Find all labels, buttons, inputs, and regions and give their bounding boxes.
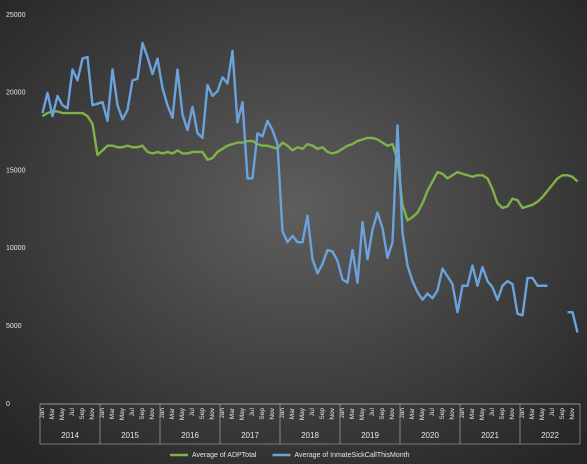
x-tick-label: Mar — [409, 407, 416, 419]
x-tick-label: Jul — [129, 407, 136, 416]
year-label: 2016 — [181, 431, 199, 440]
x-tick-label: Sep — [139, 408, 146, 420]
x-tick-label: Jan — [159, 408, 166, 419]
x-tick-label: Mar — [49, 407, 56, 419]
year-label: 2020 — [421, 431, 439, 440]
x-tick-label: Jan — [219, 408, 226, 419]
x-tick-label: Nov — [89, 407, 96, 419]
x-tick-label: Jan — [339, 408, 346, 419]
x-tick-label: Sep — [199, 408, 206, 420]
x-tick-label: Mar — [349, 407, 356, 419]
x-tick-label: Nov — [569, 407, 576, 419]
x-tick-label: Sep — [499, 408, 506, 420]
x-tick-label: Sep — [559, 408, 566, 420]
x-tick-label: Jul — [369, 407, 376, 416]
year-label: 2015 — [121, 431, 139, 440]
x-tick-label: Jul — [489, 407, 496, 416]
x-tick-label: May — [59, 407, 66, 420]
x-tick-label: Jan — [399, 408, 406, 419]
x-tick-label: Nov — [149, 407, 156, 419]
y-tick-label: 0 — [6, 401, 10, 408]
year-label: 2017 — [241, 431, 259, 440]
x-tick-label: Mar — [169, 407, 176, 419]
y-tick-label: 5000 — [6, 323, 22, 330]
x-tick-label: Jul — [189, 407, 196, 416]
x-tick-label: Jul — [69, 407, 76, 416]
x-tick-label: Sep — [79, 408, 86, 420]
x-tick-label: May — [419, 407, 426, 420]
x-tick-label: Nov — [209, 407, 216, 419]
y-tick-label: 25000 — [6, 12, 26, 19]
x-tick-label: Nov — [509, 407, 516, 419]
x-tick-label: May — [539, 407, 546, 420]
legend-label: Average of InmateSickCallThisMonth — [294, 452, 409, 459]
series-line — [41, 41, 579, 333]
x-tick-label: May — [359, 407, 366, 420]
x-tick-label: Mar — [469, 407, 476, 419]
x-tick-label: Nov — [389, 407, 396, 419]
x-tick-label: May — [179, 407, 186, 420]
x-tick-label: Nov — [269, 407, 276, 419]
year-label: 2018 — [301, 431, 319, 440]
series-line — [41, 110, 579, 222]
x-tick-label: Sep — [439, 408, 446, 420]
legend-label: Average of ADPTotal — [192, 452, 257, 459]
year-label: 2019 — [361, 431, 379, 440]
x-tick-label: Jul — [549, 407, 556, 416]
x-tick-label: Sep — [379, 408, 386, 420]
x-tick-label: Jan — [279, 408, 286, 419]
x-tick-label: Jul — [429, 407, 436, 416]
y-tick-label: 10000 — [6, 245, 26, 252]
x-tick-label: Jul — [249, 407, 256, 416]
x-tick-label: May — [119, 407, 126, 420]
x-tick-label: Sep — [259, 408, 266, 420]
x-tick-label: Jan — [99, 408, 106, 419]
x-tick-label: May — [239, 407, 246, 420]
x-tick-label: Jan — [39, 408, 46, 419]
x-tick-label: Jan — [519, 408, 526, 419]
x-tick-label: Jan — [459, 408, 466, 419]
x-tick-label: May — [299, 407, 306, 420]
x-tick-label: Nov — [329, 407, 336, 419]
x-tick-label: Nov — [449, 407, 456, 419]
x-tick-label: Mar — [229, 407, 236, 419]
x-tick-label: Mar — [109, 407, 116, 419]
x-tick-label: Sep — [319, 408, 326, 420]
x-tick-label: Mar — [289, 407, 296, 419]
year-label: 2022 — [541, 431, 559, 440]
y-tick-label: 20000 — [6, 90, 26, 97]
year-label: 2021 — [481, 431, 499, 440]
x-tick-label: May — [479, 407, 486, 420]
x-tick-label: Mar — [529, 407, 536, 419]
y-tick-label: 15000 — [6, 167, 26, 174]
x-tick-label: Jul — [309, 407, 316, 416]
year-label: 2014 — [61, 431, 79, 440]
